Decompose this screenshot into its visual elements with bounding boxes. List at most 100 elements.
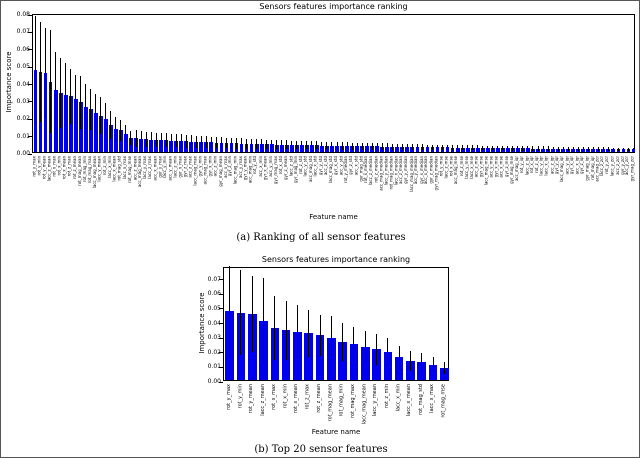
- error-bar: [409, 350, 411, 372]
- error-bar: [225, 137, 227, 149]
- x-tick-label: lacc_mag_mean: [361, 384, 368, 425]
- error-bar: [387, 338, 389, 367]
- x-tick-label: lacc_x_min: [395, 384, 402, 412]
- y-tick-label: 0.07: [207, 275, 221, 283]
- error-bar: [241, 138, 243, 149]
- error-bar: [597, 147, 599, 151]
- subfigure-caption-a: (a) Ranking of all sensor features: [236, 232, 406, 243]
- error-bar: [502, 145, 504, 151]
- error-bar: [175, 134, 177, 148]
- error-bar: [165, 133, 167, 148]
- x-tick-label: rot_y_min: [236, 384, 243, 409]
- error-bar: [512, 146, 514, 151]
- y-tick-mark: [28, 118, 32, 120]
- error-bar: [326, 141, 328, 150]
- error-bar: [60, 58, 62, 128]
- error-bar: [376, 333, 378, 365]
- error-bar: [200, 135, 202, 149]
- error-bar: [617, 147, 619, 151]
- error-bar: [100, 97, 102, 134]
- error-bar: [65, 63, 67, 126]
- x-tick-label: rot_x_mean: [293, 384, 300, 414]
- error-bar: [627, 147, 629, 151]
- error-bar: [55, 52, 57, 129]
- x-tick-label: rot_y_max: [225, 384, 232, 410]
- error-bar: [426, 144, 428, 151]
- x-tick-label: rot_x_min: [282, 384, 289, 409]
- error-bar: [602, 147, 604, 151]
- x-tick-label: rot_x_max: [270, 384, 277, 410]
- error-bar: [316, 141, 318, 150]
- y-tick-mark: [28, 31, 32, 33]
- error-bar: [622, 147, 624, 151]
- error-bar: [125, 125, 127, 143]
- error-bar: [321, 141, 323, 150]
- bar: [349, 344, 359, 380]
- error-bar: [341, 142, 343, 150]
- y-tick-mark: [219, 323, 223, 325]
- error-bar: [281, 140, 283, 150]
- error-bar: [35, 16, 36, 125]
- error-bar: [398, 345, 400, 370]
- y-tick-label: 0.04: [207, 319, 221, 327]
- x-tick-slot: rot_mag_mean: [325, 383, 336, 427]
- error-bar: [577, 146, 579, 151]
- x-tick-slot: lacc_y_mean: [370, 383, 381, 427]
- error-bar: [472, 145, 474, 151]
- error-bar: [432, 357, 434, 372]
- x-tick-label: rot_mag_std: [417, 384, 424, 415]
- x-tick-labels: rot_y_max rot_y_min rot_y_mean lacc_z_mean r…: [223, 383, 449, 427]
- error-bar: [401, 144, 403, 150]
- error-bar: [552, 146, 554, 151]
- error-bar: [160, 132, 162, 148]
- bar: [372, 349, 381, 380]
- x-tick-label: lacc_z_mean: [259, 384, 266, 416]
- error-bar: [342, 323, 344, 361]
- chart-title: Sensors features importance ranking: [261, 255, 411, 264]
- y-tick-mark: [219, 308, 223, 310]
- x-tick-label: rot_mag_min: [338, 384, 345, 417]
- error-bar: [632, 147, 634, 151]
- x-tick-slot: rot_z_mean: [313, 383, 324, 427]
- bar: [124, 133, 128, 152]
- error-bar: [522, 146, 524, 151]
- x-axis-label: Feature name: [309, 213, 358, 221]
- y-tick-label: 0.05: [207, 304, 221, 312]
- bar: [73, 99, 78, 152]
- error-bar: [391, 143, 393, 150]
- error-bar: [396, 143, 398, 150]
- bar: [440, 368, 449, 380]
- bar: [93, 112, 98, 152]
- y-tick-label: 0.02: [16, 115, 30, 123]
- error-bar: [587, 146, 589, 151]
- error-bar: [562, 146, 564, 151]
- error-bar: [612, 147, 614, 151]
- error-bar: [185, 135, 187, 148]
- x-tick-label: lacc_x_mean: [406, 384, 413, 417]
- error-bar: [442, 144, 444, 151]
- bar: [315, 335, 325, 380]
- x-tick-slot: rot_mag_std: [415, 383, 426, 427]
- error-bar: [75, 74, 77, 124]
- error-bar: [210, 136, 212, 149]
- y-tick-mark: [219, 366, 223, 368]
- x-tick-slot: lacc_mag_mean: [359, 383, 370, 427]
- y-tick-label: 0.01: [16, 132, 30, 140]
- error-bar: [190, 135, 192, 148]
- error-bar: [246, 138, 248, 149]
- x-tick-slot: lacc_x_mean: [404, 383, 415, 427]
- error-bar: [286, 140, 288, 150]
- error-bar: [371, 143, 373, 150]
- error-bar: [271, 139, 273, 149]
- error-bar: [319, 314, 321, 356]
- error-bar: [482, 145, 484, 151]
- error-bar: [497, 145, 499, 151]
- y-tick-label: 0.07: [16, 28, 30, 36]
- x-tick-label: lacc_x_max: [429, 384, 436, 413]
- error-bar: [406, 144, 408, 150]
- y-tick-mark: [28, 49, 32, 51]
- error-bar: [291, 140, 293, 150]
- error-bar: [381, 143, 383, 150]
- error-bar: [366, 142, 368, 150]
- error-bar: [240, 270, 242, 356]
